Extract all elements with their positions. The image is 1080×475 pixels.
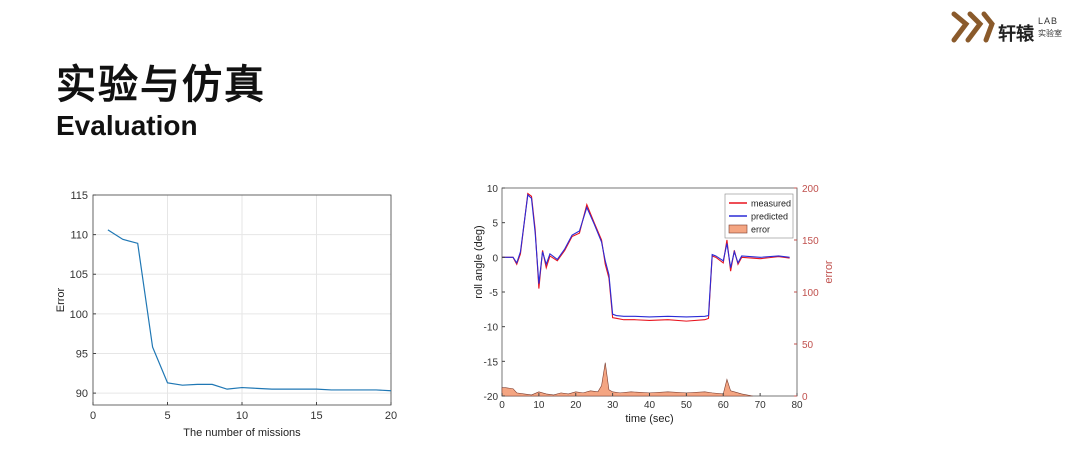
y-tick-label: 105 xyxy=(70,269,88,281)
logo-sub: 实验室 xyxy=(1038,29,1062,38)
x-axis-label: time (sec) xyxy=(625,413,673,425)
x-tick-label: 20 xyxy=(385,410,397,422)
y-tick-label: 115 xyxy=(70,190,88,202)
x-tick-label: 50 xyxy=(681,400,693,411)
y-tick-label: 100 xyxy=(70,309,88,321)
series-line xyxy=(502,193,790,318)
y-tick-label: -10 xyxy=(484,323,499,334)
y-tick-label: 110 xyxy=(70,230,88,242)
logo-name: 轩辕 xyxy=(998,24,1034,45)
y-right-tick-label: 150 xyxy=(802,236,819,247)
y-axis-label: Error xyxy=(55,287,67,312)
roll-angle-chart: 0 10 20 30 40 50 60 70 80-20-15-10-5051005010015… xyxy=(473,184,835,425)
page-subtitle: Evaluation xyxy=(56,110,198,141)
error-area xyxy=(501,362,753,397)
y-tick-label: 90 xyxy=(76,388,88,400)
series-line xyxy=(107,229,392,392)
logo: 轩辕 LAB 实验室 xyxy=(950,10,1070,46)
x-tick-label: 15 xyxy=(310,410,322,422)
x-tick-label: 10 xyxy=(533,400,545,411)
x-tick-label: 60 xyxy=(718,400,730,411)
x-tick-label: 0 xyxy=(499,400,505,411)
y-right-tick-label: 50 xyxy=(802,340,814,351)
x-tick-label: 0 xyxy=(90,410,96,422)
y-right-tick-label: 200 xyxy=(802,184,819,195)
x-tick-label: 30 xyxy=(607,400,619,411)
x-tick-label: 80 xyxy=(791,400,803,411)
x-tick-label: 70 xyxy=(755,400,767,411)
x-tick-label: 40 xyxy=(644,400,656,411)
x-tick-label: 20 xyxy=(570,400,582,411)
page-title: 实验与仿真 xyxy=(56,62,266,108)
y-tick-label: 10 xyxy=(487,184,499,195)
error-vs-missions-chart: 0 5 10 15 20 90 95 100 105 110 115 The number of mi… xyxy=(55,190,397,439)
logo-mark-icon xyxy=(951,11,995,43)
legend-swatch xyxy=(728,224,748,234)
legend-label: error xyxy=(751,225,770,235)
logo-lab: LAB xyxy=(1038,16,1059,26)
legend-label: predicted xyxy=(751,212,788,222)
y-right-tick-label: 100 xyxy=(802,288,819,299)
y-right-axis-label: error xyxy=(823,260,835,284)
y-tick-label: 0 xyxy=(492,253,498,264)
y-axis-label: roll angle (deg) xyxy=(473,225,485,298)
legend-label: measured xyxy=(751,199,791,209)
y-tick-label: -15 xyxy=(484,357,499,368)
x-tick-label: 5 xyxy=(164,410,170,422)
y-tick-label: 5 xyxy=(492,219,498,230)
y-tick-label: -20 xyxy=(484,392,499,403)
y-right-tick-label: 0 xyxy=(802,392,808,403)
x-axis-label: The number of missions xyxy=(183,427,301,439)
x-tick-label: 10 xyxy=(236,410,248,422)
y-tick-label: -5 xyxy=(489,288,498,299)
y-tick-label: 95 xyxy=(76,348,88,360)
